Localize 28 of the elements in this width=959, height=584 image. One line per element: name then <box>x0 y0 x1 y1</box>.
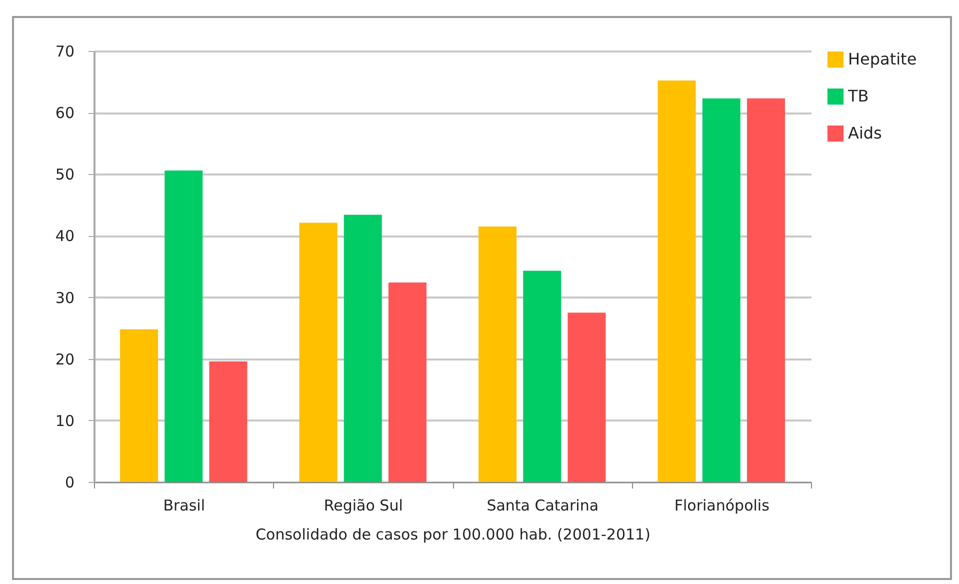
y-tick-label: 70 <box>55 42 74 60</box>
legend-label: Aids <box>848 124 882 142</box>
bar <box>523 270 562 482</box>
x-tick-label: Região Sul <box>324 496 403 514</box>
y-tick-label: 20 <box>55 350 74 368</box>
y-tick-label: 40 <box>55 227 74 246</box>
x-tick-label: Brasil <box>163 496 206 514</box>
bar <box>164 170 203 482</box>
y-tick-label: 10 <box>55 412 74 430</box>
bar <box>658 80 696 482</box>
y-tick-label: 30 <box>55 288 74 307</box>
bar <box>120 329 158 482</box>
bar <box>299 222 338 482</box>
bar <box>478 226 517 482</box>
x-tick-label: Santa Catarina <box>486 496 599 514</box>
y-tick-label: 60 <box>55 104 74 122</box>
y-tick-label: 50 <box>55 166 74 184</box>
legend-label: Hepatite <box>848 50 917 68</box>
bar <box>568 312 606 482</box>
bar <box>209 361 248 482</box>
y-tick-label: 0 <box>64 474 74 492</box>
legend-label: TB <box>847 86 869 106</box>
bar <box>344 214 382 482</box>
bar <box>702 98 740 482</box>
bar <box>388 282 426 482</box>
x-tick-label: Florianópolis <box>674 496 770 514</box>
bar <box>746 98 785 482</box>
x-axis-title: Consolidado de casos por 100.000 hab. (2001-2011) <box>256 526 650 544</box>
